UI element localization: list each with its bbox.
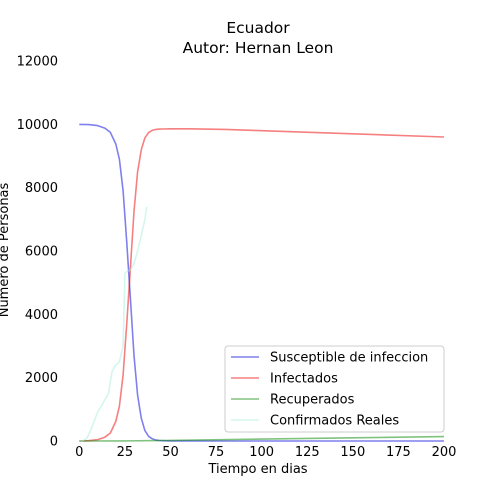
series-line-2 <box>79 435 445 442</box>
x-tick-label: 150 <box>340 445 365 460</box>
x-tick-label: 200 <box>432 445 457 460</box>
x-tick-label: 50 <box>162 445 179 460</box>
legend-label: Confirmados Reales <box>270 414 399 429</box>
x-tick-label: 25 <box>117 445 134 460</box>
x-tick-label: 125 <box>295 445 320 460</box>
y-tick-label: 0 <box>50 435 58 450</box>
plot-area <box>79 123 445 442</box>
x-tick-label: 175 <box>386 445 411 460</box>
chart-title: Ecuador <box>226 19 290 37</box>
y-tick-label: 8000 <box>25 181 58 196</box>
legend-label: Recuperados <box>270 393 355 408</box>
series-line-1 <box>79 128 445 442</box>
y-axis-ticks: 0 2000 4000 6000 8000 10000 12000 <box>17 55 58 450</box>
x-axis-ticks: 0 25 50 75 100 125 150 175 200 <box>75 445 456 460</box>
x-tick-label: 100 <box>249 445 274 460</box>
legend-label: Infectados <box>270 372 338 387</box>
series-line-3 <box>79 206 148 442</box>
y-tick-label: 2000 <box>25 371 58 386</box>
x-axis-label: Tiempo en dias <box>207 462 307 477</box>
y-axis-label: Numero de Personas <box>0 182 12 317</box>
y-tick-label: 6000 <box>25 245 58 260</box>
legend-label: Susceptible de infeccion <box>270 351 428 366</box>
y-tick-label: 12000 <box>17 55 58 70</box>
x-tick-label: 0 <box>75 445 83 460</box>
legend: Susceptible de infeccion Infectados Recupe… <box>224 345 445 433</box>
x-tick-label: 75 <box>208 445 225 460</box>
y-tick-label: 10000 <box>17 118 58 133</box>
chart-subtitle: Autor: Hernan Leon <box>183 39 334 57</box>
legend-frame <box>224 345 445 433</box>
y-tick-label: 4000 <box>25 308 58 323</box>
